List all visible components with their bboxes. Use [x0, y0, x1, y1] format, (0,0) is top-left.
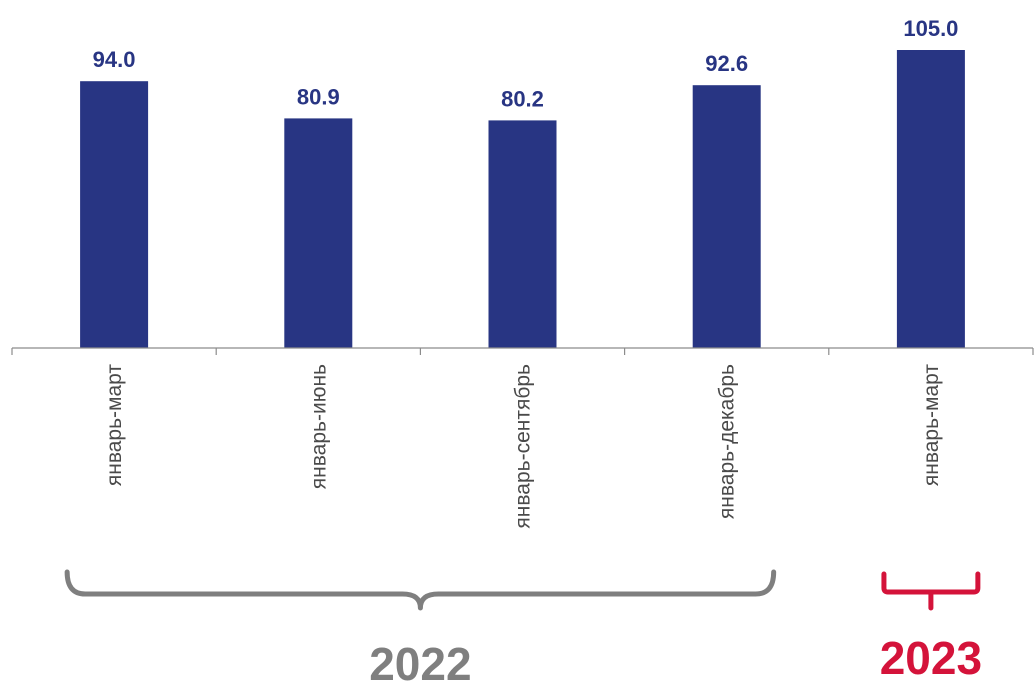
labels-layer: 94.0 январь-март 80.9 январь-июнь 80.2 январь… — [93, 16, 959, 529]
group-brace — [64, 569, 777, 611]
year-groups: 2022 2023 — [64, 569, 982, 690]
category-label: январь-сентябрь — [512, 364, 535, 529]
bar — [692, 85, 761, 348]
bar-value-label: 80.2 — [501, 86, 544, 111]
bar — [80, 81, 149, 348]
x-axis — [11, 347, 1034, 355]
bar-value-label: 80.9 — [297, 84, 340, 109]
bar — [896, 50, 965, 348]
bar-value-label: 92.6 — [705, 51, 748, 76]
bar — [284, 118, 353, 349]
category-label: январь-декабрь — [716, 364, 739, 519]
bar — [488, 120, 557, 349]
category-label: январь-март — [920, 364, 943, 487]
category-label: январь-июнь — [307, 364, 330, 489]
year-label: 2023 — [880, 632, 982, 684]
year-label: 2022 — [369, 638, 471, 690]
bars-layer — [80, 50, 965, 349]
category-label: январь-март — [103, 364, 126, 487]
group-brace — [881, 571, 981, 611]
bar-value-label: 94.0 — [93, 47, 136, 72]
bar-value-label: 105.0 — [903, 16, 958, 41]
